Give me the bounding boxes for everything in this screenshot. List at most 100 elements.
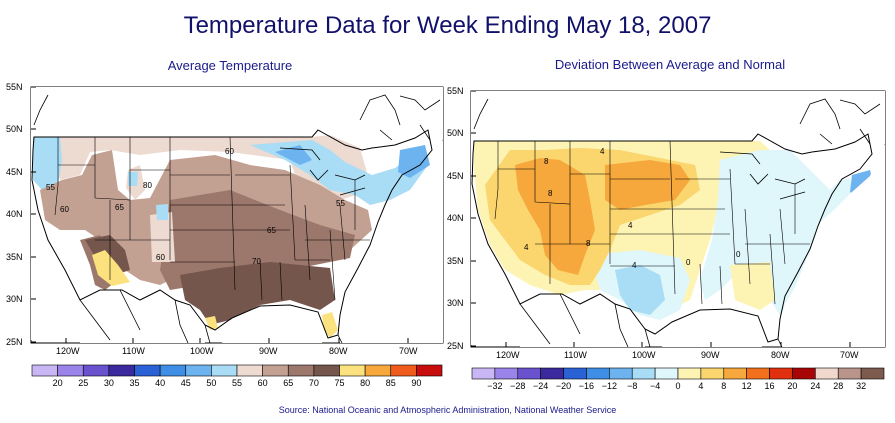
- legend-swatch: [517, 367, 541, 380]
- legend-label: −32: [487, 381, 502, 391]
- legend-label: 20: [787, 381, 797, 391]
- left-mexico-coast: [79, 289, 343, 343]
- left-lat-label: 55N: [6, 82, 23, 92]
- gulf-left: [80, 290, 322, 343]
- left-color-legend: 20 25 30 35 40 45 50 55 60 65 70 75 80 85 90: [31, 364, 443, 388]
- left-contour-labels: 60 55 80 60 65 60 65 55 70: [46, 147, 345, 266]
- legend-label: −24: [533, 381, 548, 391]
- contour-label: 4: [628, 221, 633, 230]
- right-panel-title: Deviation Between Average and Normal: [554, 57, 786, 72]
- legend-swatch: [159, 364, 187, 377]
- legend-label: 85: [386, 378, 396, 388]
- contour-label: 60: [225, 147, 234, 156]
- average-temperature-map: [30, 86, 444, 344]
- gulf-right: [520, 294, 762, 347]
- legend-swatch: [540, 367, 564, 380]
- right-lon-label: 90W: [701, 350, 720, 360]
- left-lat-label: 45N: [6, 167, 23, 177]
- legend-swatch: [746, 367, 770, 380]
- left-lat-label: 50N: [6, 124, 23, 134]
- legend-label: 32: [856, 381, 866, 391]
- legend-label: 35: [129, 378, 139, 388]
- legend-swatch: [860, 367, 885, 380]
- legend-label: 0: [675, 381, 680, 391]
- left-lon-label: 70W: [399, 346, 418, 356]
- right-lat-label: 55N: [447, 86, 464, 96]
- right-us-outline: [471, 133, 873, 343]
- legend-swatch: [792, 367, 816, 380]
- contour-label: 55: [336, 199, 345, 208]
- right-great-lakes: [719, 151, 806, 200]
- legend-label: 25: [78, 378, 88, 388]
- left-lon-label: 90W: [259, 346, 278, 356]
- left-lat-label: 25N: [6, 337, 23, 347]
- legend-label: 50: [206, 378, 216, 388]
- legend-swatch: [287, 364, 315, 377]
- legend-swatch: [339, 364, 366, 377]
- contour-label: 4: [600, 147, 605, 156]
- legend-swatch: [185, 364, 212, 377]
- band-55-60-idaho: [128, 172, 138, 186]
- left-lon-label: 80W: [329, 346, 348, 356]
- legend-label: 30: [104, 378, 114, 388]
- right-lon-label: 120W: [496, 350, 520, 360]
- right-axis-labels: 55N 50N 45N 40N 35N 30N 25N 120W 110W 10…: [447, 86, 859, 360]
- right-lat-label: 35N: [447, 256, 464, 266]
- legend-swatch: [390, 364, 417, 377]
- ocean-right: [471, 91, 520, 345]
- right-color-legend: −32 −28 −24 −20 −16 −12 −8 −4 0 4 8 12 16 20 24 28 32: [471, 367, 885, 391]
- right-mexico-coast: [519, 293, 783, 347]
- right-ticks: [471, 90, 851, 347]
- legend-swatch: [108, 364, 135, 377]
- legend-label: 75: [334, 378, 344, 388]
- right-lat-label: 40N: [447, 213, 464, 223]
- right-lat-label: 45N: [447, 171, 464, 181]
- legend-label: 60: [258, 378, 268, 388]
- legend-swatch: [609, 367, 633, 380]
- dev-band-0-4-southeast: [730, 262, 775, 310]
- dev-band-minus-4-texas: [615, 265, 665, 315]
- dev-band-below-0: [700, 150, 855, 315]
- legend-swatch: [82, 364, 110, 377]
- contour-label: 8: [548, 189, 553, 198]
- band-80-85-texas: [205, 316, 218, 330]
- band-55-60-wyoming: [156, 204, 168, 220]
- right-lon-label: 110W: [564, 350, 587, 360]
- legend-label: −16: [579, 381, 594, 391]
- contour-label: 0: [686, 258, 691, 267]
- left-lon-label: 100W: [190, 346, 214, 356]
- band-55-60-northwest: [33, 137, 62, 190]
- legend-label: 16: [765, 381, 775, 391]
- legend-swatch: [723, 367, 747, 380]
- legend-label: 12: [742, 381, 752, 391]
- left-lat-label: 40N: [6, 209, 23, 219]
- page-title: Temperature Data for Week Ending May 18,…: [183, 12, 712, 39]
- left-state-lines: [54, 136, 370, 301]
- contour-label: 4: [524, 243, 529, 252]
- left-lat-label: 30N: [6, 294, 23, 304]
- legend-swatch: [57, 364, 84, 377]
- contour-label: 4: [632, 261, 637, 270]
- band-80-85-arizona: [92, 250, 130, 286]
- contour-label: 65: [115, 203, 124, 212]
- legend-swatch: [31, 364, 58, 377]
- legend-label: 40: [155, 378, 165, 388]
- legend-swatch: [313, 364, 340, 377]
- legend-swatch: [494, 367, 519, 380]
- contour-label: 55: [46, 183, 55, 192]
- band-60-65-colorado: [150, 212, 175, 262]
- atlantic-left: [340, 140, 443, 343]
- contour-label: 8: [544, 157, 549, 166]
- legend-swatch: [700, 367, 725, 380]
- legend-label: 4: [698, 381, 703, 391]
- right-lon-label: 80W: [771, 350, 790, 360]
- legend-swatch: [815, 367, 839, 380]
- right-canada-coast: [473, 98, 881, 145]
- right-lat-label: 25N: [447, 341, 464, 351]
- legend-label: −8: [627, 381, 637, 391]
- legend-swatch: [586, 367, 610, 380]
- legend-label: 55: [232, 378, 242, 388]
- contour-label: 60: [156, 253, 165, 262]
- legend-swatch: [262, 364, 289, 377]
